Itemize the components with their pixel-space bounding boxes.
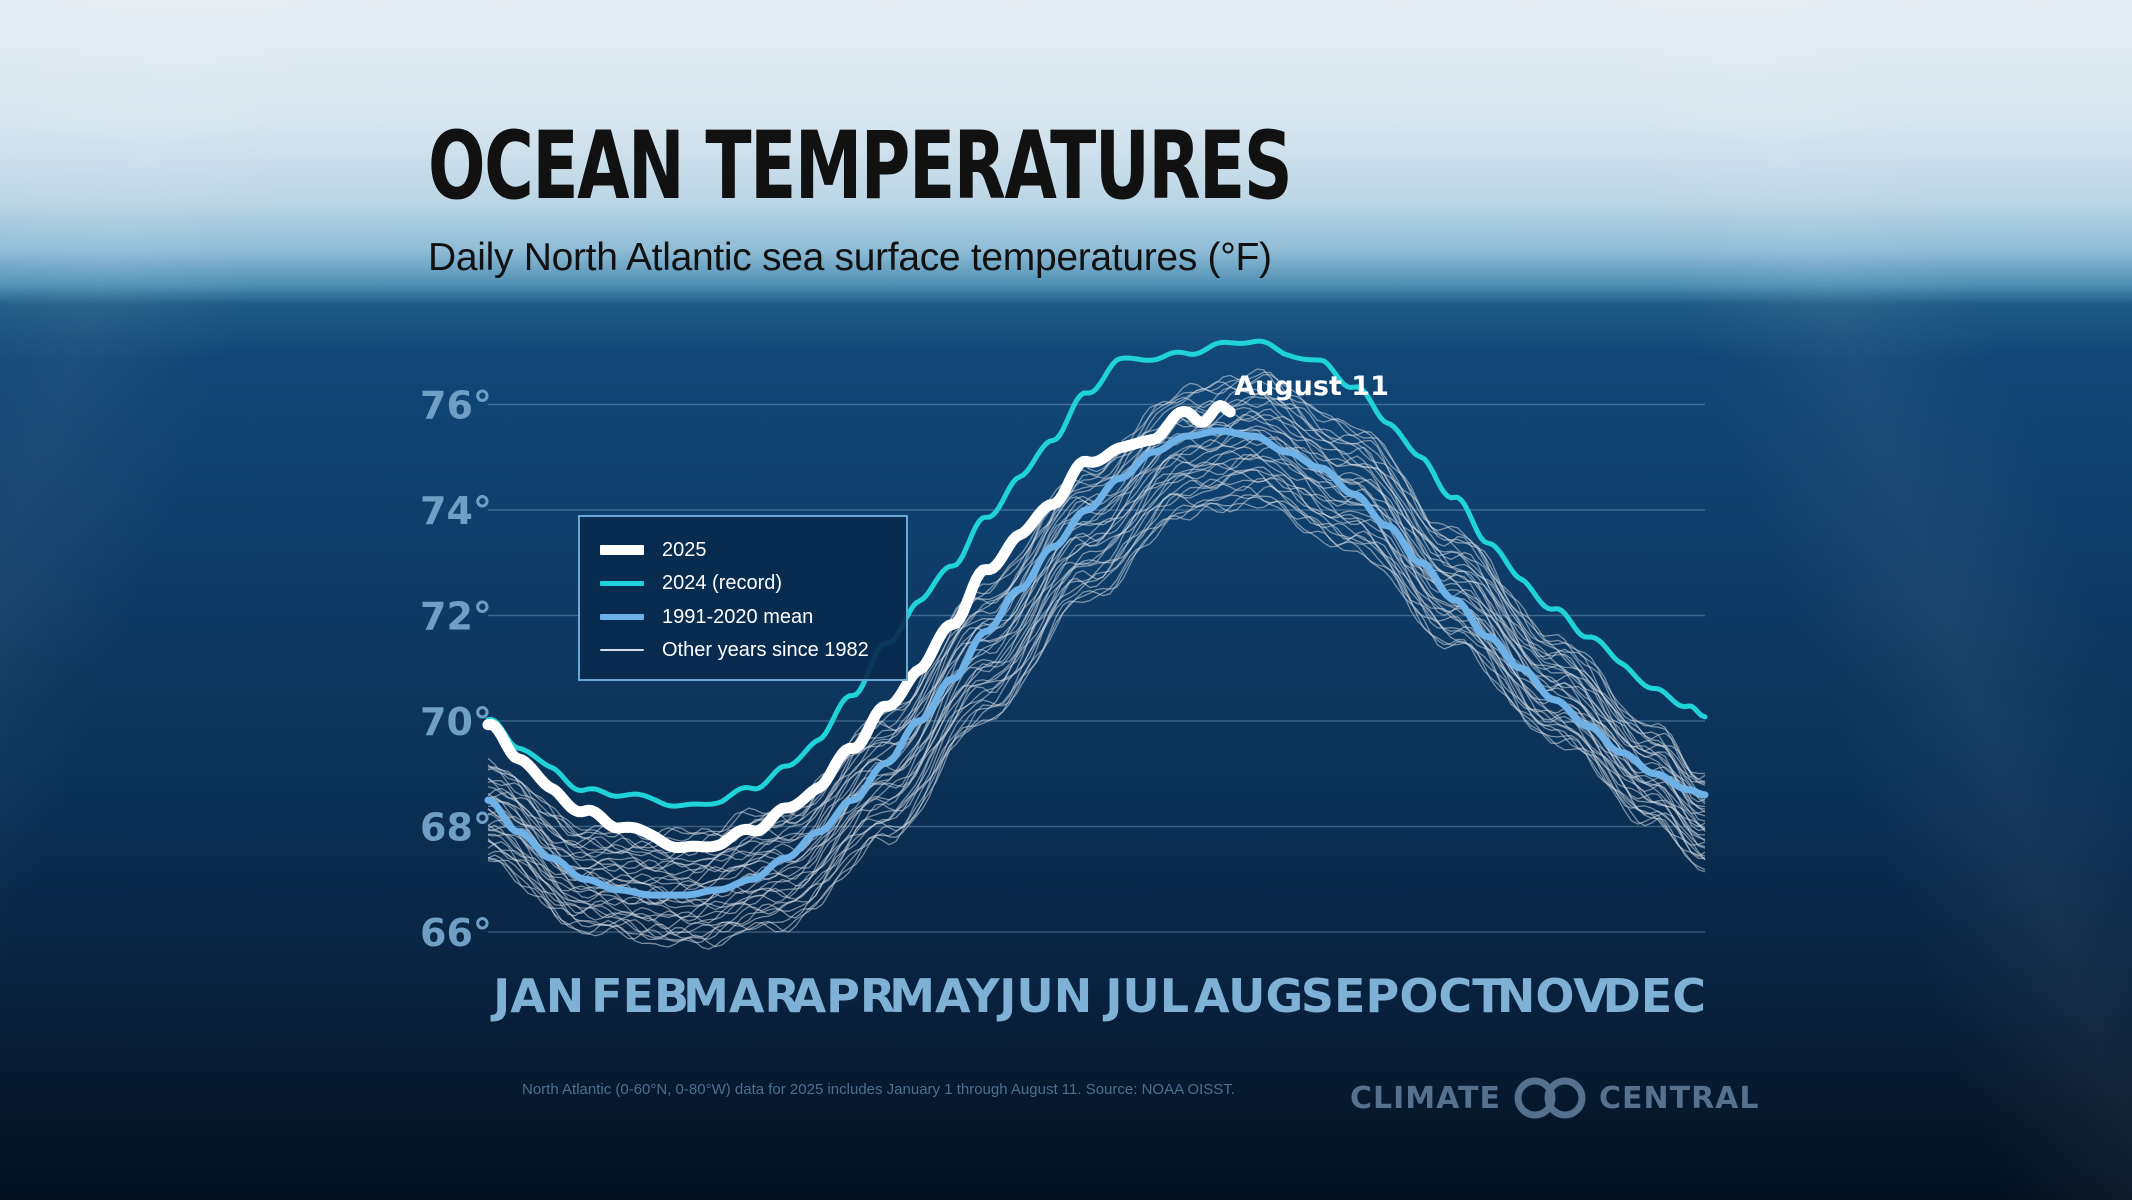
legend-label: 2024 (record) xyxy=(662,571,783,594)
other-year-line xyxy=(487,386,1706,876)
x-tick-label: AUG xyxy=(1194,969,1303,1023)
other-year-line xyxy=(487,371,1706,841)
x-tick-label: JUL xyxy=(1102,969,1189,1023)
y-tick-label: 70° xyxy=(420,700,492,744)
x-tick-label: OCT xyxy=(1399,969,1504,1023)
y-tick-label: 66° xyxy=(420,911,492,955)
legend-item-other-years: Other years since 1982 xyxy=(600,635,869,665)
other-year-line xyxy=(487,435,1706,924)
series-line-2025 xyxy=(482,400,1236,854)
chart-legend: 2025 2024 (record) 1991-2020 mean Other … xyxy=(578,515,908,681)
x-tick-label: SEP xyxy=(1301,969,1399,1023)
x-tick-label: JUN xyxy=(996,969,1092,1023)
other-year-line xyxy=(487,462,1706,929)
legend-label: 2025 xyxy=(662,538,707,561)
y-tick-label: 74° xyxy=(420,489,492,533)
gridlines xyxy=(488,403,1705,933)
other-year-line xyxy=(487,477,1706,950)
legend-swatch xyxy=(600,580,644,586)
series-line-1991-2020 xyxy=(484,427,1709,899)
page-subtitle: Daily North Atlantic sea surface tempera… xyxy=(428,236,1272,279)
other-year-line xyxy=(487,496,1706,940)
climate-central-logo: CLIMATE CENTRAL xyxy=(1350,1076,1760,1120)
page-title: OCEAN TEMPERATURES xyxy=(428,112,1293,221)
legend-item-mean: 1991-2020 mean xyxy=(600,602,813,632)
y-tick-label: 76° xyxy=(420,384,492,428)
other-year-line xyxy=(487,500,1705,938)
x-tick-label: FEB xyxy=(591,969,689,1023)
logo-rings-icon xyxy=(1514,1077,1586,1119)
other-year-line xyxy=(487,413,1706,857)
other-year-line xyxy=(487,485,1706,948)
y-tick-label: 68° xyxy=(420,806,492,850)
main-series xyxy=(482,338,1709,899)
legend-swatch xyxy=(600,649,644,651)
x-tick-label: MAR xyxy=(683,969,800,1023)
y-axis: 66° 68° 70° 72° 74° 76° xyxy=(420,384,492,956)
x-tick-label: DEC xyxy=(1603,969,1706,1023)
other-year-line xyxy=(487,446,1706,888)
other-year-line xyxy=(487,466,1706,940)
source-note: North Atlantic (0-60°N, 0-80°W) data for… xyxy=(522,1081,1235,1098)
legend-label: Other years since 1982 xyxy=(662,638,869,661)
annotation-label: August 11 xyxy=(1234,371,1389,402)
x-tick-label: MAY xyxy=(889,969,1000,1023)
logo-text-left: CLIMATE xyxy=(1350,1080,1501,1116)
x-tick-label: NOV xyxy=(1497,969,1609,1023)
y-tick-label: 72° xyxy=(420,595,492,639)
other-year-line xyxy=(487,468,1706,944)
other-year-line xyxy=(487,411,1706,898)
legend-item-2025: 2025 xyxy=(600,535,707,565)
x-tick-label: APR xyxy=(791,969,896,1023)
series-line-2024 xyxy=(485,338,1708,809)
logo-text-right: CENTRAL xyxy=(1599,1080,1760,1116)
annotation: August 11 xyxy=(1234,371,1389,402)
legend-swatch xyxy=(600,614,644,620)
legend-swatch xyxy=(600,545,644,555)
other-years-lines xyxy=(487,368,1706,950)
x-tick-label: JAN xyxy=(490,969,584,1023)
legend-label: 1991-2020 mean xyxy=(662,605,814,628)
other-year-line xyxy=(487,449,1706,936)
legend-item-2024: 2024 (record) xyxy=(600,568,782,598)
